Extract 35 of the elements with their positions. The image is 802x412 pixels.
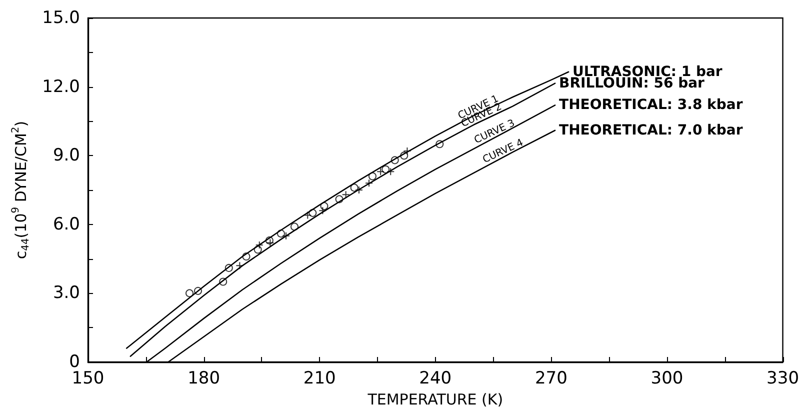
- point: [224, 264, 233, 272]
- series-label: THEORETICAL: 7.0 kbar: [559, 122, 743, 138]
- x-axis-title: TEMPERATURE (K): [366, 390, 504, 408]
- point: [376, 168, 385, 176]
- point: [436, 140, 444, 148]
- point: [342, 190, 350, 199]
- point: [350, 184, 358, 192]
- point: [265, 236, 274, 244]
- point: [390, 156, 399, 164]
- point: [242, 252, 250, 261]
- x-tick-label: 180: [188, 368, 220, 388]
- y-tick-label: 12.0: [42, 76, 80, 97]
- point: [304, 211, 312, 220]
- point: [186, 289, 194, 298]
- point: [219, 278, 228, 286]
- y-tick-label: 9.0: [52, 146, 80, 166]
- x-tick-label: 330: [766, 368, 800, 388]
- x-tick-label: 300: [650, 368, 684, 388]
- point: [335, 195, 344, 204]
- y-tick-label: 15.0: [42, 8, 80, 28]
- point: [320, 202, 328, 210]
- series-label: THEORETICAL: 3.8 kbar: [559, 97, 743, 114]
- y-tick-label: 6.0: [52, 214, 80, 234]
- point: [277, 230, 285, 238]
- x-tick-label: 240: [419, 368, 452, 388]
- x-tick-label: 270: [534, 368, 568, 388]
- x-tick-label: 210: [303, 368, 336, 388]
- point: [194, 286, 202, 295]
- point: [368, 172, 376, 180]
- point: [382, 165, 390, 174]
- point: [290, 222, 299, 231]
- point: [266, 238, 274, 247]
- y-tick-label: 3.0: [52, 283, 80, 304]
- y-axis-title: c44(109 DYNE/CM2): [10, 120, 32, 260]
- point: [308, 208, 317, 217]
